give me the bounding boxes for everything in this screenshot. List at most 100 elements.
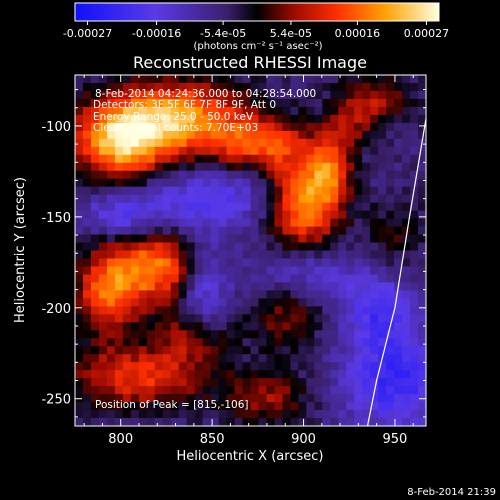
heatmap-cell — [418, 370, 426, 379]
heatmap-cell — [354, 218, 363, 228]
heatmap-cell — [178, 178, 188, 188]
heatmap-cell — [130, 378, 140, 387]
heatmap-cell — [162, 290, 172, 299]
heatmap-cell — [418, 178, 426, 188]
heatmap-cell — [322, 258, 331, 268]
heatmap-cell — [370, 162, 379, 172]
heatmap-cell — [378, 138, 387, 148]
heatmap-cell — [162, 362, 172, 371]
heatmap-cell — [282, 114, 291, 124]
heatmap-cell — [226, 90, 236, 100]
heatmap-cell — [130, 346, 140, 355]
heatmap-cell — [346, 234, 355, 244]
heatmap-cell — [394, 370, 403, 379]
heatmap-cell — [362, 314, 371, 323]
heatmap-cell — [202, 178, 212, 188]
heatmap-cell — [122, 266, 132, 276]
heatmap-cell — [322, 234, 331, 244]
heatmap-cell — [338, 322, 347, 331]
heatmap-cell — [90, 322, 100, 331]
heatmap-cell — [394, 106, 403, 116]
heatmap-cell — [138, 114, 148, 124]
heatmap-cell — [218, 290, 228, 299]
heatmap-cell — [210, 314, 220, 323]
heatmap-cell — [194, 234, 204, 244]
heatmap-cell — [138, 178, 148, 188]
heatmap-cell — [330, 106, 339, 116]
heatmap-cell — [250, 346, 260, 355]
heatmap-cell — [290, 306, 299, 315]
heatmap-cell — [274, 146, 284, 156]
heatmap-cell — [338, 218, 347, 228]
heatmap-cell — [202, 410, 212, 419]
heatmap-cell — [370, 202, 379, 212]
heatmap-cell — [402, 178, 411, 188]
heatmap-cell — [378, 202, 387, 212]
heatmap-cell — [98, 418, 108, 426]
heatmap-cell — [98, 338, 108, 347]
heatmap-cell — [82, 210, 92, 220]
heatmap-cell — [298, 202, 307, 212]
heatmap-cell — [202, 386, 212, 395]
heatmap-cell — [146, 282, 156, 291]
heatmap-cell — [170, 218, 180, 228]
heatmap-cell — [362, 154, 371, 164]
heatmap-cell — [362, 186, 371, 196]
heatmap-cell — [98, 282, 108, 291]
heatmap-cell — [258, 226, 268, 236]
heatmap-cell — [402, 202, 411, 212]
heatmap-cell — [226, 298, 236, 307]
heatmap-cell — [266, 138, 276, 148]
heatmap-cell — [75, 266, 84, 276]
heatmap-cell — [154, 314, 164, 323]
heatmap-cell — [114, 202, 124, 212]
heatmap-cell — [402, 194, 411, 204]
heatmap-cell — [282, 75, 291, 84]
heatmap-cell — [178, 298, 188, 307]
colorbar-ticks: -0.00027 -0.00016 -5.4e-05 5.4e-05 0.00016 0.… — [63, 21, 449, 40]
heatmap-cell — [210, 290, 220, 299]
heatmap-cell — [330, 122, 339, 132]
heatmap-cell — [154, 138, 164, 148]
heatmap-cell — [90, 418, 100, 426]
heatmap-cell — [234, 370, 244, 379]
heatmap-cell — [330, 338, 339, 347]
heatmap-cell — [154, 210, 164, 220]
heatmap-cell — [186, 218, 196, 228]
heatmap-cell — [202, 186, 212, 196]
heatmap-cell — [394, 90, 403, 100]
heatmap-cell — [250, 322, 260, 331]
heatmap-cell — [130, 210, 140, 220]
heatmap-cell — [154, 282, 164, 291]
heatmap-cell — [170, 226, 180, 236]
heatmap-cell — [250, 418, 260, 426]
heatmap-cell — [178, 130, 188, 140]
heatmap-cell — [170, 370, 180, 379]
heatmap-cell — [82, 130, 92, 140]
heatmap-cell — [170, 338, 180, 347]
heatmap-cell — [410, 330, 419, 339]
heatmap-cell — [290, 154, 299, 164]
heatmap-cell — [306, 330, 315, 339]
heatmap-cell — [82, 250, 92, 260]
heatmap-cell — [186, 402, 196, 411]
heatmap-cell — [138, 90, 148, 100]
heatmap-cell — [346, 98, 355, 108]
heatmap-cell — [122, 378, 132, 387]
heatmap-cell — [298, 114, 307, 124]
heatmap-cell — [306, 106, 315, 116]
heatmap-cell — [202, 218, 212, 228]
heatmap-cell — [418, 98, 426, 108]
heatmap-cell — [370, 106, 379, 116]
heatmap-cell — [146, 130, 156, 140]
heatmap-cell — [138, 274, 148, 284]
heatmap-cell — [402, 114, 411, 124]
heatmap-cell — [194, 106, 204, 116]
heatmap-cell — [130, 370, 140, 379]
heatmap-cell — [106, 106, 116, 116]
heatmap-cell — [338, 306, 347, 315]
heatmap-cell — [138, 370, 148, 379]
heatmap-cell — [346, 186, 355, 196]
heatmap-cell — [234, 338, 244, 347]
